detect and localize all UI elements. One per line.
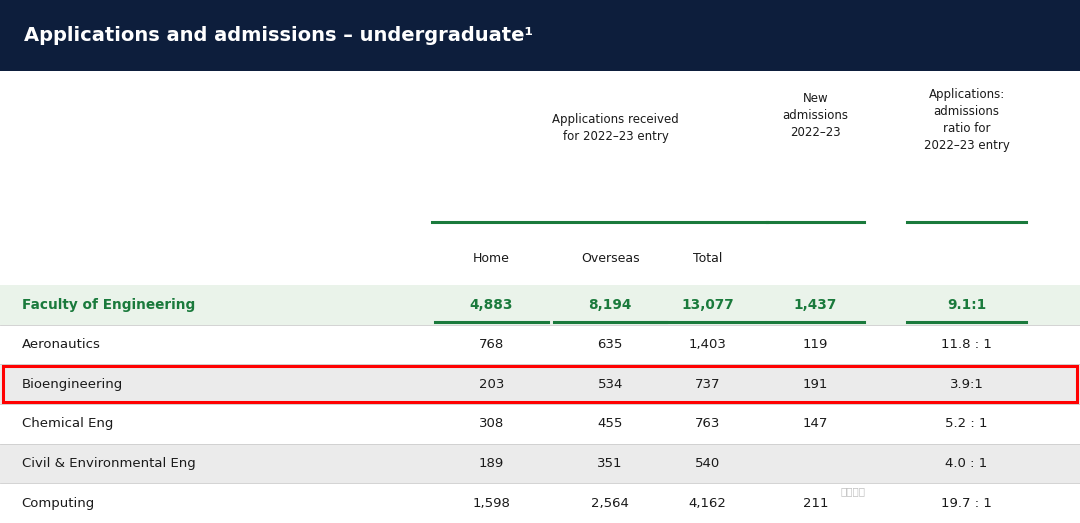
Text: 308: 308 <box>478 417 504 430</box>
Text: Total: Total <box>692 253 723 265</box>
Text: Home: Home <box>473 253 510 265</box>
Text: 9.1:1: 9.1:1 <box>947 298 986 312</box>
FancyBboxPatch shape <box>0 404 1080 444</box>
Text: 211: 211 <box>802 497 828 510</box>
Text: 4,883: 4,883 <box>470 298 513 312</box>
Text: 763: 763 <box>694 417 720 430</box>
Text: Computing: Computing <box>22 497 95 510</box>
Text: 147: 147 <box>802 417 828 430</box>
Text: 1,403: 1,403 <box>688 338 727 351</box>
FancyBboxPatch shape <box>0 365 1080 404</box>
FancyBboxPatch shape <box>0 285 1080 325</box>
Text: Applications and admissions – undergraduate¹: Applications and admissions – undergradu… <box>24 26 532 45</box>
Text: 8,194: 8,194 <box>589 298 632 312</box>
Text: 2,564: 2,564 <box>591 497 630 510</box>
Text: New
admissions
2022–23: New admissions 2022–23 <box>782 92 849 139</box>
Text: 540: 540 <box>694 457 720 470</box>
Text: 4.0 : 1: 4.0 : 1 <box>945 457 988 470</box>
Text: 4,162: 4,162 <box>688 497 727 510</box>
Text: 1,598: 1,598 <box>472 497 511 510</box>
Text: 191: 191 <box>802 378 828 391</box>
Text: 5.2 : 1: 5.2 : 1 <box>945 417 988 430</box>
Text: 1,437: 1,437 <box>794 298 837 312</box>
Text: 119: 119 <box>802 338 828 351</box>
Text: Overseas: Overseas <box>581 253 639 265</box>
FancyBboxPatch shape <box>0 483 1080 523</box>
Text: Bioengineering: Bioengineering <box>22 378 123 391</box>
Text: Chemical Eng: Chemical Eng <box>22 417 113 430</box>
Text: 189: 189 <box>478 457 504 470</box>
Text: 3.9:1: 3.9:1 <box>949 378 984 391</box>
Text: 635: 635 <box>597 338 623 351</box>
FancyBboxPatch shape <box>0 0 1080 71</box>
Text: 351: 351 <box>597 457 623 470</box>
Text: 剑藤教育: 剑藤教育 <box>840 486 866 497</box>
Text: Faculty of Engineering: Faculty of Engineering <box>22 298 194 312</box>
Text: 13,077: 13,077 <box>681 298 733 312</box>
Text: 534: 534 <box>597 378 623 391</box>
Text: 203: 203 <box>478 378 504 391</box>
Text: 455: 455 <box>597 417 623 430</box>
Text: 11.8 : 1: 11.8 : 1 <box>941 338 993 351</box>
Text: Applications received
for 2022–23 entry: Applications received for 2022–23 entry <box>552 113 679 143</box>
Text: Aeronautics: Aeronautics <box>22 338 100 351</box>
FancyBboxPatch shape <box>0 325 1080 365</box>
Text: Applications:
admissions
ratio for
2022–23 entry: Applications: admissions ratio for 2022–… <box>923 88 1010 152</box>
Text: 768: 768 <box>478 338 504 351</box>
FancyBboxPatch shape <box>0 444 1080 483</box>
Text: 19.7 : 1: 19.7 : 1 <box>941 497 993 510</box>
Text: 737: 737 <box>694 378 720 391</box>
Text: Civil & Environmental Eng: Civil & Environmental Eng <box>22 457 195 470</box>
